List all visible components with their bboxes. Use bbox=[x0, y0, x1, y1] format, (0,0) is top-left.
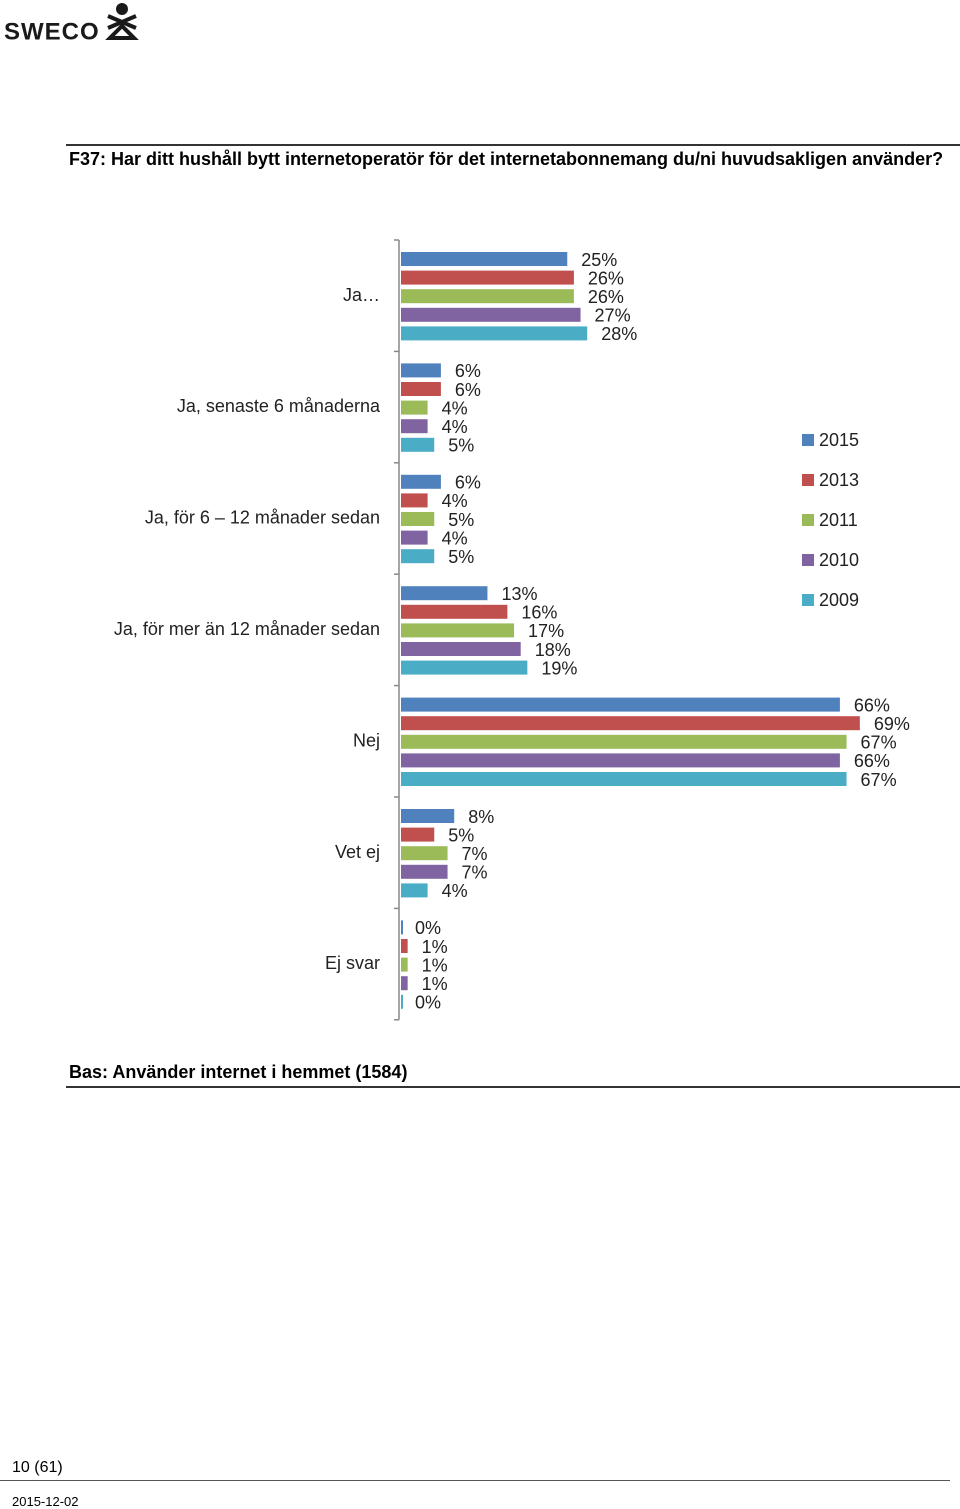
value-label: 8% bbox=[468, 807, 494, 827]
bar bbox=[401, 660, 528, 675]
value-label: 4% bbox=[442, 398, 468, 418]
value-label: 5% bbox=[448, 436, 474, 456]
value-label: 4% bbox=[442, 528, 468, 548]
page-number: 10 (61) bbox=[12, 1459, 63, 1476]
bar bbox=[401, 809, 455, 823]
bar bbox=[401, 512, 435, 526]
value-label: 16% bbox=[521, 603, 557, 623]
bar bbox=[401, 772, 847, 786]
bar bbox=[401, 437, 435, 452]
legend-label: 2013 bbox=[819, 470, 859, 490]
value-label: 28% bbox=[601, 324, 637, 344]
value-label: 67% bbox=[861, 770, 897, 790]
value-label: 67% bbox=[861, 733, 897, 753]
value-label: 66% bbox=[854, 751, 890, 771]
value-label: 1% bbox=[422, 937, 448, 957]
value-label: 19% bbox=[541, 658, 577, 678]
value-label: 69% bbox=[874, 714, 910, 734]
category-label: Nej bbox=[353, 730, 380, 750]
legend-label: 2015 bbox=[819, 430, 859, 450]
bar bbox=[401, 586, 488, 601]
value-label: 5% bbox=[448, 825, 474, 845]
bar bbox=[401, 697, 840, 712]
question-title: F37: Har ditt hushåll bytt internetopera… bbox=[69, 149, 944, 169]
value-label: 4% bbox=[442, 881, 468, 901]
value-label: 18% bbox=[535, 640, 571, 660]
date: 2015-12-02 bbox=[12, 1494, 79, 1509]
legend-swatch bbox=[802, 434, 814, 446]
bar bbox=[401, 289, 574, 304]
bar bbox=[401, 827, 435, 842]
value-label: 13% bbox=[501, 584, 537, 604]
bar bbox=[401, 530, 428, 545]
base-note: Bas: Använder internet i hemmet (1584) bbox=[69, 1062, 408, 1082]
value-label: 7% bbox=[462, 863, 488, 883]
value-label: 0% bbox=[415, 918, 441, 938]
bar bbox=[401, 549, 435, 564]
value-label: 5% bbox=[448, 510, 474, 530]
value-label: 1% bbox=[422, 974, 448, 994]
rule bbox=[66, 144, 960, 146]
bar bbox=[401, 716, 860, 731]
value-label: 4% bbox=[442, 491, 468, 511]
value-label: 66% bbox=[854, 695, 890, 715]
category-label: Ja… bbox=[343, 285, 380, 305]
bar bbox=[401, 976, 408, 991]
value-label: 5% bbox=[448, 547, 474, 567]
legend-label: 2011 bbox=[819, 510, 858, 530]
bar bbox=[401, 994, 403, 1009]
legend-swatch bbox=[802, 514, 814, 526]
value-label: 17% bbox=[528, 621, 564, 641]
value-label: 6% bbox=[455, 380, 481, 400]
bar bbox=[401, 883, 428, 898]
bar bbox=[401, 326, 588, 341]
value-label: 27% bbox=[595, 306, 631, 326]
bar bbox=[401, 920, 403, 935]
bar bbox=[401, 734, 847, 749]
category-label: Ja, för mer än 12 månader sedan bbox=[114, 619, 380, 639]
bar bbox=[401, 419, 428, 434]
category-label: Ja, senaste 6 månaderna bbox=[177, 396, 381, 416]
logo-icon bbox=[105, 3, 139, 40]
bar bbox=[401, 957, 408, 972]
rule bbox=[0, 1480, 950, 1481]
bar bbox=[401, 252, 568, 266]
legend-swatch bbox=[802, 594, 814, 606]
bar bbox=[401, 604, 508, 619]
bar bbox=[401, 939, 408, 953]
bar bbox=[401, 493, 428, 508]
value-label: 26% bbox=[588, 287, 624, 307]
bar bbox=[401, 363, 441, 378]
logo: SWECO bbox=[4, 3, 139, 45]
category-label: Ja, för 6 – 12 månader sedan bbox=[145, 508, 380, 528]
value-label: 25% bbox=[581, 250, 617, 270]
bar bbox=[401, 382, 441, 396]
value-label: 7% bbox=[462, 844, 488, 864]
chart: Ja…25%26%26%27%28%Ja, senaste 6 månadern… bbox=[114, 239, 910, 1021]
bar bbox=[401, 400, 428, 415]
bar bbox=[401, 864, 448, 879]
rule bbox=[66, 1086, 960, 1088]
value-label: 1% bbox=[422, 955, 448, 975]
bar bbox=[401, 474, 441, 489]
legend-swatch bbox=[802, 554, 814, 566]
bar bbox=[401, 753, 840, 768]
logo-text: SWECO bbox=[4, 18, 100, 45]
value-label: 6% bbox=[455, 361, 481, 381]
value-label: 4% bbox=[442, 417, 468, 437]
bar bbox=[401, 623, 515, 638]
category-label: Ej svar bbox=[325, 953, 380, 973]
value-label: 6% bbox=[455, 473, 481, 493]
bar bbox=[401, 642, 521, 656]
bar bbox=[401, 270, 574, 285]
value-label: 0% bbox=[415, 993, 441, 1013]
bar bbox=[401, 307, 581, 322]
legend-label: 2010 bbox=[819, 550, 859, 570]
category-label: Vet ej bbox=[335, 842, 380, 862]
legend-swatch bbox=[802, 474, 814, 486]
bar bbox=[401, 846, 448, 861]
value-label: 26% bbox=[588, 268, 624, 288]
legend-label: 2009 bbox=[819, 590, 859, 610]
